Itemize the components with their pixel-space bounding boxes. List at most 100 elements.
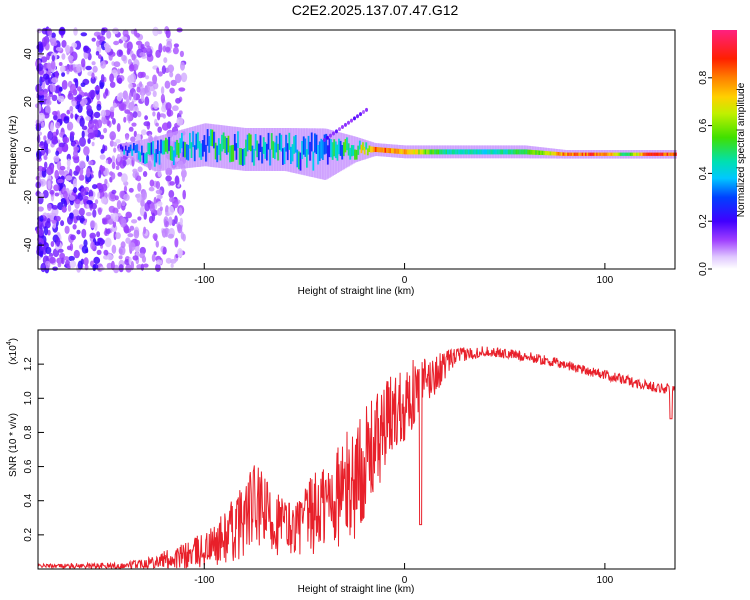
- heatmap-noise-speck: [155, 181, 161, 189]
- heatmap-streak-speck: [362, 109, 366, 114]
- heatmap-noise-speck: [99, 134, 105, 140]
- heatmap-ridge-core: [509, 149, 512, 155]
- heatmap-ridge-core: [506, 149, 509, 155]
- heatmap-ridge-core: [479, 149, 482, 155]
- heatmap-noise-speck: [137, 110, 142, 118]
- heatmap-ridge-core: [504, 149, 507, 155]
- heatmap-noise-speck: [50, 122, 54, 133]
- heatmap-ridge-core: [129, 144, 132, 152]
- heatmap-ridge-core: [229, 145, 232, 163]
- heatmap-noise-speck: [100, 109, 107, 118]
- heatmap-noise-speck: [125, 95, 129, 104]
- heatmap-noise-speck: [144, 115, 149, 121]
- heatmap-noise-speck: [45, 104, 51, 115]
- heatmap-noise-speck: [139, 87, 147, 97]
- heatmap-noise-speck: [37, 41, 43, 51]
- heatmap-noise-speck: [95, 51, 100, 56]
- heatmap-ridge-core: [370, 146, 373, 153]
- heatmap-noise-speck: [51, 205, 59, 210]
- heatmap-noise-speck: [59, 170, 65, 176]
- heatmap-noise-speck: [67, 92, 74, 100]
- heatmap-noise-speck: [89, 132, 95, 139]
- heatmap-ridge-core: [363, 146, 366, 155]
- heatmap-ridge-core: [597, 152, 600, 156]
- heatmap-noise-speck: [36, 149, 42, 160]
- heatmap-noise-speck: [72, 224, 77, 230]
- heatmap-noise-speck: [69, 260, 77, 269]
- heatmap-noise-speck: [128, 64, 135, 72]
- heatmap-ridge-core: [541, 150, 544, 155]
- heatmap-ridge-core: [290, 146, 293, 164]
- colorbar-gradient: [712, 30, 737, 269]
- heatmap-noise-speck: [97, 237, 103, 242]
- heatmap-ridge-core: [293, 136, 296, 154]
- heatmap-noise-speck: [123, 225, 130, 234]
- heatmap-noise-speck: [113, 147, 117, 153]
- heatmap-ridge-core: [142, 152, 145, 163]
- heatmap-x-tick-label: 0: [402, 275, 408, 286]
- heatmap-ridge-core: [474, 149, 477, 155]
- heatmap-ridge-core: [419, 149, 422, 155]
- heatmap-noise-speck: [130, 136, 136, 142]
- colorbar-tick-label: 0.2: [698, 214, 709, 228]
- heatmap-ridge-core: [123, 149, 126, 155]
- heatmap-ridge-core: [634, 152, 637, 156]
- heatmap-noise-speck: [39, 246, 46, 251]
- heatmap-noise-speck: [139, 252, 145, 259]
- heatmap-noise-speck: [40, 56, 48, 63]
- heatmap-noise-speck: [123, 185, 128, 193]
- heatmap-noise-speck: [62, 136, 70, 144]
- heatmap-noise-speck: [49, 83, 56, 93]
- heatmap-streak-speck: [352, 116, 356, 121]
- heatmap-ridge-core: [564, 152, 567, 156]
- heatmap-noise-speck: [145, 75, 150, 80]
- heatmap-ridge-core: [532, 150, 535, 155]
- heatmap-noise-speck: [115, 232, 121, 240]
- heatmap-noise-speck: [78, 174, 85, 181]
- heatmap-noise-speck: [63, 200, 68, 208]
- heatmap-noise-speck: [156, 67, 160, 74]
- heatmap-noise-speck: [129, 225, 135, 231]
- heatmap-noise-speck: [131, 219, 138, 224]
- heatmap-ridge-core: [266, 143, 269, 161]
- heatmap-noise-speck: [146, 200, 152, 205]
- heatmap-noise-speck: [113, 61, 121, 68]
- heatmap-ridge-core: [527, 149, 530, 155]
- heatmap-ridge-core: [211, 129, 214, 147]
- heatmap-ridge-core: [559, 152, 562, 156]
- heatmap-noise-speck: [85, 116, 91, 121]
- heatmap-noise-speck: [68, 64, 74, 72]
- heatmap-ridge-core: [298, 151, 301, 170]
- heatmap-ridge-core: [516, 149, 519, 155]
- heatmap-noise-speck: [124, 109, 131, 114]
- heatmap-noise-speck: [122, 29, 129, 37]
- heatmap-noise-speck: [169, 87, 175, 94]
- heatmap-ridge-core: [189, 132, 192, 149]
- heatmap-noise-speck: [69, 83, 77, 94]
- heatmap-noise-speck: [162, 45, 167, 53]
- heatmap-noise-speck: [162, 246, 167, 255]
- heatmap-noise-speck: [180, 61, 185, 71]
- heatmap-ridge-core: [394, 148, 397, 154]
- heatmap-noise-speck: [125, 237, 131, 244]
- heatmap-ridge-core: [402, 149, 405, 155]
- heatmap-ridge-core: [665, 152, 668, 156]
- heatmap-ridge-core: [407, 149, 410, 155]
- heatmap-noise-speck: [157, 194, 163, 200]
- heatmap-noise-speck: [76, 63, 83, 73]
- heatmap-ridge-core: [382, 147, 386, 153]
- heatmap-noise-speck: [65, 259, 71, 267]
- heatmap-ridge-core: [629, 152, 632, 156]
- heatmap-noise-speck: [119, 67, 124, 74]
- heatmap-noise-speck: [92, 264, 97, 272]
- heatmap-noise-speck: [118, 103, 125, 112]
- heatmap-noise-speck: [51, 135, 58, 145]
- heatmap-ridge-core: [628, 152, 631, 156]
- heatmap-noise-speck: [127, 58, 132, 65]
- colorbar-tick-label: 0.0: [698, 262, 709, 276]
- heatmap-ridge-core: [312, 151, 315, 171]
- heatmap-streak-speck: [340, 125, 344, 130]
- heatmap-noise-speck: [36, 134, 41, 144]
- heatmap-ridge-halo: [310, 128, 313, 177]
- heatmap-noise-speck: [71, 100, 77, 107]
